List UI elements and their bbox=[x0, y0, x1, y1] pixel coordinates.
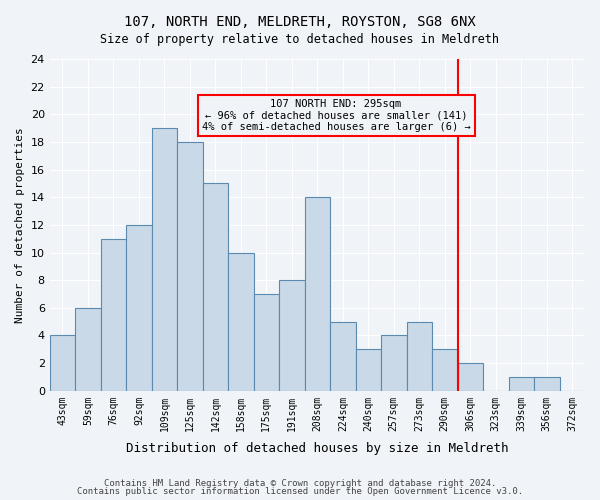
Bar bbox=[126, 225, 152, 391]
Bar bbox=[50, 336, 75, 391]
Bar bbox=[228, 252, 254, 391]
Bar bbox=[534, 377, 560, 391]
Bar bbox=[279, 280, 305, 391]
Bar bbox=[432, 350, 458, 391]
Bar bbox=[152, 128, 177, 391]
Text: 107, NORTH END, MELDRETH, ROYSTON, SG8 6NX: 107, NORTH END, MELDRETH, ROYSTON, SG8 6… bbox=[124, 15, 476, 29]
Text: Size of property relative to detached houses in Meldreth: Size of property relative to detached ho… bbox=[101, 32, 499, 46]
X-axis label: Distribution of detached houses by size in Meldreth: Distribution of detached houses by size … bbox=[126, 442, 509, 455]
Text: 107 NORTH END: 295sqm
← 96% of detached houses are smaller (141)
4% of semi-deta: 107 NORTH END: 295sqm ← 96% of detached … bbox=[202, 99, 470, 132]
Text: Contains HM Land Registry data © Crown copyright and database right 2024.: Contains HM Land Registry data © Crown c… bbox=[104, 478, 496, 488]
Bar bbox=[203, 184, 228, 391]
Y-axis label: Number of detached properties: Number of detached properties bbox=[15, 127, 25, 323]
Bar bbox=[458, 363, 483, 391]
Bar bbox=[305, 197, 330, 391]
Bar bbox=[356, 350, 381, 391]
Bar bbox=[509, 377, 534, 391]
Bar bbox=[381, 336, 407, 391]
Bar bbox=[75, 308, 101, 391]
Text: Contains public sector information licensed under the Open Government Licence v3: Contains public sector information licen… bbox=[77, 487, 523, 496]
Bar bbox=[407, 322, 432, 391]
Bar bbox=[101, 238, 126, 391]
Bar bbox=[254, 294, 279, 391]
Bar bbox=[330, 322, 356, 391]
Bar bbox=[177, 142, 203, 391]
